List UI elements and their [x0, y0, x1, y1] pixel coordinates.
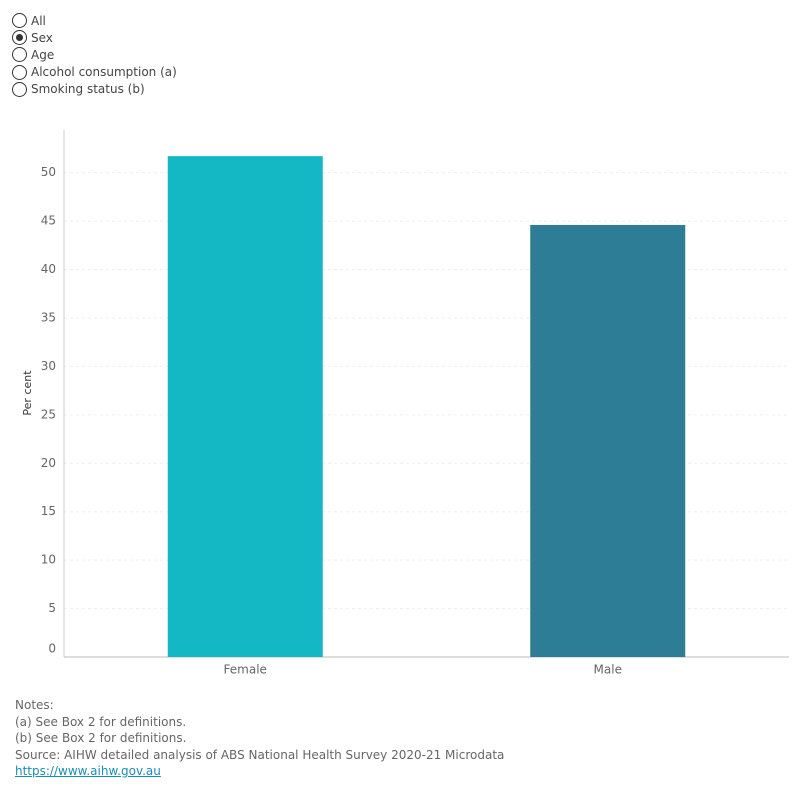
y-tick-label: 50	[41, 165, 56, 179]
source-link[interactable]: https://www.aihw.gov.au	[15, 764, 161, 778]
radio-button[interactable]	[12, 47, 27, 63]
radio-label[interactable]: Age	[31, 47, 55, 62]
radio-label[interactable]: All	[31, 13, 46, 28]
radio-group: All Sex Age Alcohol consumption (a) Smoking …	[12, 12, 177, 98]
notes: Notes: (a) See Box 2 for definitions. (b…	[15, 697, 504, 780]
y-tick-label: 25	[41, 407, 56, 421]
y-tick-label: 45	[41, 214, 56, 228]
radio-option[interactable]: Smoking status (b)	[12, 81, 177, 98]
radio-option[interactable]: All	[12, 12, 177, 29]
radio-button[interactable]	[12, 30, 27, 46]
chart: Per cent 0 5 10 15 20 25 30 35 40 45 50 Female Male	[21, 130, 789, 677]
x-tick-label: Male	[594, 663, 622, 677]
radio-button[interactable]	[12, 64, 27, 80]
note: (b) See Box 2 for definitions.	[15, 731, 187, 745]
y-tick-label: 0	[48, 642, 56, 656]
radio-label[interactable]: Sex	[31, 30, 53, 45]
y-tick-label: 40	[41, 262, 56, 276]
radio-option[interactable]: Age	[12, 46, 177, 63]
radio-button[interactable]	[12, 13, 27, 29]
note: Source: AIHW detailed analysis of ABS Na…	[15, 747, 505, 762]
note: (a) See Box 2 for definitions.	[15, 714, 187, 729]
notes-heading: Notes:	[15, 698, 54, 712]
y-axis-label: Per cent	[21, 370, 34, 416]
bar	[530, 224, 686, 657]
y-tick-label: 10	[41, 553, 56, 567]
x-tick-label: Female	[224, 663, 267, 677]
bar	[167, 156, 323, 657]
y-tick-label: 15	[41, 504, 56, 518]
radio-label[interactable]: Smoking status (b)	[31, 82, 145, 97]
radio-button[interactable]	[12, 81, 27, 97]
y-tick-label: 5	[48, 601, 56, 615]
y-tick-label: 20	[41, 456, 56, 470]
radio-option[interactable]: Alcohol consumption (a)	[12, 64, 177, 81]
y-tick-label: 30	[41, 359, 56, 373]
y-tick-label: 35	[41, 310, 56, 324]
radio-option[interactable]: Sex	[12, 29, 177, 46]
radio-label[interactable]: Alcohol consumption (a)	[31, 65, 177, 80]
